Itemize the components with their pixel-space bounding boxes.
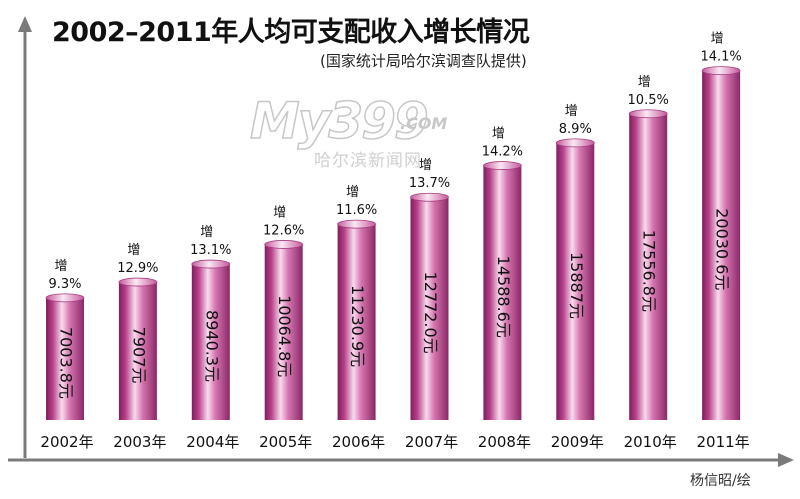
x-tick-label: 2011年 — [697, 433, 750, 451]
bar-value-label: 8940.3元 — [202, 310, 221, 382]
bar-top-cap — [45, 293, 85, 303]
x-tick-label: 2002年 — [40, 433, 93, 451]
bar-value-label: 20030.6元 — [713, 208, 732, 290]
bar-top-cap — [191, 259, 231, 269]
bar-value-label: 17556.8元 — [640, 230, 659, 312]
x-tick-label: 2009年 — [551, 433, 604, 451]
growth-rate-label: 13.7% — [409, 176, 450, 191]
growth-prefix-label: 增 — [565, 104, 578, 119]
growth-rate-label: 8.9% — [559, 122, 592, 137]
bars-group — [45, 66, 741, 421]
axes — [8, 16, 794, 467]
bar-top-cap — [264, 240, 304, 249]
labels-group: 7003.8元 增 9.3% 2002年 7907元 增 12.9% 2003年 8940.3元… — [40, 32, 749, 451]
growth-prefix-label: 增 — [127, 243, 140, 258]
growth-prefix-label: 增 — [419, 158, 432, 173]
growth-prefix-label: 增 — [200, 225, 213, 240]
growth-prefix-label: 增 — [492, 127, 505, 142]
growth-prefix-label: 增 — [273, 205, 286, 220]
bar-value-label: 12772.0元 — [421, 272, 440, 354]
growth-rate-label: 12.6% — [263, 223, 304, 238]
bar-top-cap — [555, 138, 595, 148]
bar-top-cap — [701, 66, 741, 76]
x-tick-label: 2008年 — [478, 433, 531, 451]
x-tick-label: 2007年 — [405, 433, 458, 451]
bar — [556, 142, 595, 420]
growth-rate-label: 14.1% — [700, 50, 741, 65]
chart-subtitle: (国家统计局哈尔滨调查队提供) — [320, 52, 527, 70]
x-tick-label: 2004年 — [186, 433, 239, 451]
bar-top-cap — [482, 161, 522, 170]
x-axis-arrow — [778, 453, 794, 467]
x-tick-label: 2006年 — [332, 433, 385, 451]
chart-title: 2002–2011年人均可支配收入增长情况 — [52, 17, 530, 48]
bar — [483, 165, 522, 420]
growth-prefix-label: 增 — [638, 75, 651, 90]
growth-rate-label: 10.5% — [628, 93, 669, 108]
bar-top-cap — [337, 219, 377, 229]
growth-rate-label: 11.6% — [336, 203, 377, 218]
bar-top-cap — [628, 109, 668, 119]
y-axis-arrow — [18, 16, 32, 32]
bar-value-label: 15887元 — [567, 252, 586, 319]
watermark-sub: 哈尔滨新闻网 — [314, 151, 422, 171]
growth-prefix-label: 增 — [54, 259, 67, 274]
watermark-logo: My399 .COM 哈尔滨新闻网 — [249, 91, 460, 172]
bar — [191, 264, 230, 420]
bar-value-label: 11230.9元 — [348, 285, 367, 367]
illustrator-credit: 杨信昭/绘 — [690, 473, 751, 489]
bar-value-label: 7907元 — [129, 327, 148, 384]
x-tick-label: 2005年 — [259, 433, 312, 451]
growth-prefix-label: 增 — [346, 185, 359, 200]
growth-prefix-label: 增 — [711, 32, 724, 47]
watermark-suffix: .COM — [400, 114, 448, 133]
growth-rate-label: 12.9% — [117, 261, 158, 276]
watermark-main: My399 — [249, 91, 429, 151]
bar-top-cap — [410, 192, 449, 202]
bar — [264, 244, 303, 420]
bar — [337, 224, 376, 420]
bar — [46, 297, 84, 420]
x-tick-label: 2010年 — [624, 433, 677, 451]
bar-value-label: 10064.8元 — [275, 295, 294, 377]
growth-rate-label: 9.3% — [48, 277, 81, 292]
bar — [118, 282, 157, 420]
bar — [702, 70, 741, 421]
growth-rate-label: 14.2% — [482, 145, 523, 160]
bar — [410, 197, 449, 420]
bar-top-cap — [118, 277, 158, 287]
bar-value-label: 14588.6元 — [494, 256, 513, 338]
growth-rate-label: 13.1% — [190, 243, 231, 258]
x-tick-label: 2003年 — [113, 433, 166, 451]
bar — [629, 113, 668, 421]
bar-value-label: 7003.8元 — [57, 327, 76, 399]
